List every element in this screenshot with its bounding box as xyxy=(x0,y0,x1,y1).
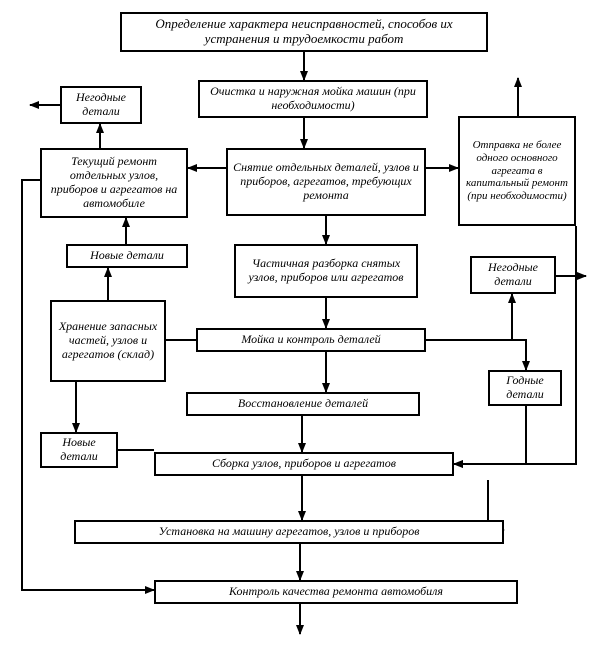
node-warehouse: Хранение запасных частей, узлов и агрега… xyxy=(50,300,166,382)
label: Восстановление деталей xyxy=(238,397,368,411)
node-send-to-overhaul: Отправка не более одного основного агрег… xyxy=(458,116,576,226)
label: Хранение запасных частей, узлов и агрега… xyxy=(57,320,159,361)
node-assembly: Сборка узлов, приборов и агрегатов xyxy=(154,452,454,476)
node-new-parts-upper: Новые детали xyxy=(66,244,188,268)
node-usable-parts: Годные детали xyxy=(488,370,562,406)
node-quality-control: Контроль качества ремонта автомобиля xyxy=(154,580,518,604)
node-removal-parts: Снятие отдельных деталей, узлов и прибор… xyxy=(226,148,426,216)
edge xyxy=(426,294,512,340)
node-current-repair: Текущий ремонт отдельных узлов, приборов… xyxy=(40,148,188,218)
label: Годные детали xyxy=(495,374,555,402)
label: Очистка и наружная мойка машин (при необ… xyxy=(205,85,421,113)
label: Мойка и контроль деталей xyxy=(241,333,380,347)
node-unusable-parts-top: Негодные детали xyxy=(60,86,142,124)
label: Частичная разборка снятых узлов, приборо… xyxy=(241,257,411,285)
edge xyxy=(454,406,526,464)
label: Текущий ремонт отдельных узлов, приборов… xyxy=(47,155,181,210)
label: Снятие отдельных деталей, узлов и прибор… xyxy=(233,161,419,202)
edge xyxy=(426,340,526,370)
label: Контроль качества ремонта автомобиля xyxy=(229,585,443,599)
label: Негодные детали xyxy=(477,261,549,289)
label: Установка на машину агрегатов, узлов и п… xyxy=(159,525,420,539)
node-partial-disassembly: Частичная разборка снятых узлов, приборо… xyxy=(234,244,418,298)
label: Новые детали xyxy=(90,249,164,263)
label: Сборка узлов, приборов и агрегатов xyxy=(212,457,396,471)
label: Определение характера неисправностей, сп… xyxy=(127,17,481,47)
label: Новые детали xyxy=(47,436,111,464)
label: Негодные детали xyxy=(67,91,135,119)
node-wash-inspect: Мойка и контроль деталей xyxy=(196,328,426,352)
node-restore-parts: Восстановление деталей xyxy=(186,392,420,416)
label: Отправка не более одного основного агрег… xyxy=(465,139,569,202)
node-define-faults: Определение характера неисправностей, сп… xyxy=(120,12,488,52)
node-unusable-parts-right: Негодные детали xyxy=(470,256,556,294)
node-install-on-vehicle: Установка на машину агрегатов, узлов и п… xyxy=(74,520,504,544)
node-cleaning-wash: Очистка и наружная мойка машин (при необ… xyxy=(198,80,428,118)
node-new-parts-lower: Новые детали xyxy=(40,432,118,468)
